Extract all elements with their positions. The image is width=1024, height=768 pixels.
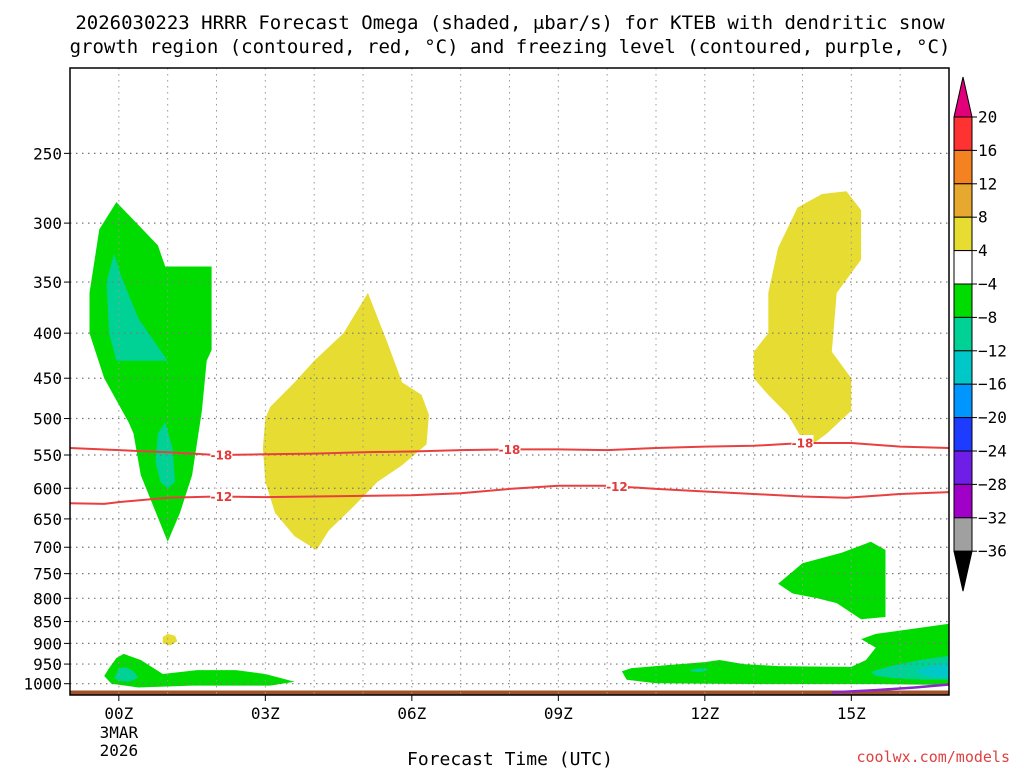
y-tick-label: 400 [33, 324, 62, 343]
contour-label: -12 [606, 480, 628, 494]
y-tick-label: 950 [33, 655, 62, 674]
contour-label-bg [498, 441, 521, 457]
colorbar-bin [953, 350, 973, 385]
colorbar-label: −8 [978, 308, 997, 327]
contour-line--12 [70, 484, 949, 505]
omega-region-6 [262, 292, 429, 550]
contour-label-bg [210, 446, 233, 462]
colorbar-label: 16 [978, 141, 997, 160]
colorbar-label: −32 [978, 508, 1007, 527]
colorbar-bin [953, 250, 973, 285]
contour-label-bg [791, 434, 814, 450]
colorbar-bin [953, 483, 973, 519]
freezing-level-contour [831, 683, 949, 694]
colorbar-bin [953, 417, 973, 452]
omega-region-10 [914, 663, 949, 678]
y-tick-label: 850 [33, 613, 62, 632]
omega-region-4 [106, 253, 168, 361]
colorbar-bin [953, 550, 973, 592]
x-tick-label: 00Z [104, 704, 133, 723]
y-tick-label: 450 [33, 369, 62, 388]
contour-label: -18 [211, 448, 233, 462]
credit-text: coolwx.com/models [856, 748, 1010, 766]
y-tick-label: 250 [33, 144, 62, 163]
y-tick-label: 800 [33, 589, 62, 608]
colorbar-bin [953, 450, 973, 485]
y-axis-ticks: 250 300 350 400 450 500 550 600 650 700 750 800 850 9… [23, 144, 70, 694]
freezing-level-line [831, 683, 949, 694]
y-tick-label: 300 [33, 214, 62, 233]
colorbar-bin [953, 283, 973, 318]
y-tick-label: 550 [33, 446, 62, 465]
y-tick-label: 700 [33, 538, 62, 557]
x-tick-year: 2026 [100, 741, 139, 760]
colorbar-bin [953, 517, 973, 552]
colorbar-label: −16 [978, 375, 1007, 394]
colorbar-label: −36 [978, 542, 1007, 561]
y-tick-label: 350 [33, 273, 62, 292]
colorbar-label: 8 [978, 208, 988, 227]
colorbar-bin [953, 149, 973, 185]
y-tick-label: 1000 [23, 675, 62, 694]
y-tick-label: 500 [33, 410, 62, 429]
colorbar-bin [953, 316, 973, 352]
colorbar-bin [953, 383, 973, 419]
colorbar-label: 20 [978, 108, 997, 127]
plot-frame [69, 67, 950, 696]
contour-label: -18 [792, 436, 814, 450]
x-tick-date: 3MAR [100, 723, 139, 742]
contour-label-bg [605, 478, 628, 494]
omega-region-11 [778, 541, 886, 620]
contour-label: -12 [211, 490, 233, 504]
y-tick-label: 750 [33, 565, 62, 584]
y-tick-label: 650 [33, 510, 62, 529]
x-tick-label: 03Z [251, 704, 280, 723]
omega-region-0 [104, 653, 295, 688]
colorbar-bin [953, 116, 973, 151]
colorbar-label: 4 [978, 241, 988, 260]
plot-area: -18 -18 -18 -12 -12 [69, 67, 950, 696]
colorbar-label: −24 [978, 442, 1007, 461]
x-tick-label: 12Z [690, 704, 719, 723]
x-axis-label: Forecast Time (UTC) [407, 749, 613, 768]
omega-shaded-regions [89, 191, 949, 688]
colorbar-label: −28 [978, 475, 1007, 494]
omega-region-1 [114, 667, 139, 682]
colorbar-label: −12 [978, 341, 1007, 360]
chart-title-line1: 2026030223 HRRR Forecast Omega (shaded, … [75, 12, 945, 34]
colorbar-label: −4 [978, 275, 997, 294]
chart-title-line2: growth region (contoured, red, °C) and f… [70, 36, 951, 58]
x-tick-label: 06Z [397, 704, 426, 723]
y-tick-label: 600 [33, 479, 62, 498]
colorbar-bin [953, 183, 973, 218]
y-tick-label: 900 [33, 634, 62, 653]
grid-lines [70, 68, 949, 695]
x-tick-label: 09Z [544, 704, 573, 723]
omega-region-2 [162, 633, 178, 646]
contour-label: -18 [499, 443, 521, 457]
colorbar: 20 16 12 8 4 −4 −8 −12 −16 −20 −24 −28 −32 −36 [953, 76, 1007, 592]
colorbar-bin [953, 76, 973, 118]
colorbar-label: 12 [978, 174, 997, 193]
colorbar-bin [953, 216, 973, 252]
contour-label-bg [210, 488, 233, 504]
x-tick-label: 15Z [837, 704, 866, 723]
omega-region-12 [753, 191, 862, 448]
colorbar-label: −20 [978, 408, 1007, 427]
omega-region-5 [155, 422, 175, 489]
temperature-contours: -18 -18 -18 -12 -12 [70, 434, 949, 505]
